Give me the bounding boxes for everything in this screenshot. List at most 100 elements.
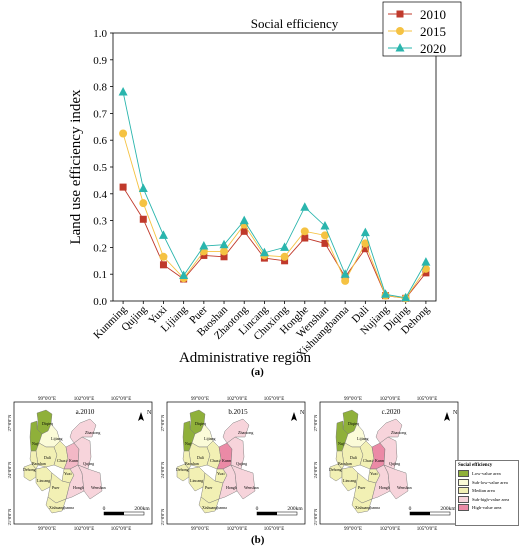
region-label: Chuxiong: [57, 458, 73, 463]
legend-item-label: Sub-low-value area: [472, 479, 508, 485]
line-chart: 0.00.10.20.30.40.50.60.70.80.91.0Kunming…: [68, 1, 462, 366]
data-point: [341, 276, 350, 285]
region-zhaotong: [222, 418, 250, 444]
region-label: Qujing: [236, 461, 247, 466]
legend-item-label: Low-value area: [472, 471, 501, 476]
map-panel: 99°0'0"E 102°0'0"E 105°0'0"E 99°0'0"E 102°0'…: [160, 397, 306, 531]
scale-start: 0: [409, 506, 412, 512]
legend-item: Median area: [458, 487, 518, 495]
region-label: Baoshan: [32, 461, 46, 466]
region-wenshan: [383, 464, 409, 500]
data-point: [158, 230, 168, 239]
region-label: Lijiang: [357, 436, 369, 441]
region-label: Wenshan: [91, 485, 106, 490]
latitude-coordinate: 21°0'0"N: [313, 508, 318, 525]
data-point: [321, 239, 329, 247]
region-zhaotong: [375, 418, 403, 444]
y-tick-label: 0.7: [93, 108, 107, 120]
series-2010: [119, 183, 430, 302]
data-point: [320, 220, 330, 230]
y-tick-label: 0.1: [93, 269, 107, 281]
data-point: [199, 241, 209, 250]
region-lincang: [188, 466, 206, 492]
region-label: Yuxi: [217, 471, 225, 476]
maps-caption: (b): [251, 534, 265, 546]
region-qujing: [226, 436, 245, 470]
region-qujing: [73, 436, 92, 470]
series-line: [122, 186, 427, 299]
data-point: [139, 215, 147, 223]
legend-item: Low-value area: [458, 470, 518, 477]
series-line: [122, 133, 427, 299]
data-point: [239, 215, 249, 225]
region-label: Zhaotong: [391, 430, 406, 435]
panel-title: b.2015: [228, 408, 248, 416]
y-tick-label: 0.8: [93, 82, 107, 94]
data-point: [159, 261, 167, 269]
legend-item: Sub-low-value area: [458, 478, 518, 486]
top-coordinate: 99°0'0"E: [38, 397, 56, 402]
data-point: [300, 202, 310, 211]
region-label: Xishuangbanna: [355, 505, 380, 510]
region-label: Wenshan: [397, 485, 412, 490]
panel-title: c.2020: [382, 408, 401, 416]
y-tick-label: 0.9: [93, 55, 107, 67]
region-label: Honghe: [379, 485, 392, 490]
scale-end: 200km: [134, 506, 150, 512]
north-label: N: [147, 410, 152, 416]
map-panels: 99°0'0"E 102°0'0"E 105°0'0"E 99°0'0"E 102°0'…: [7, 397, 459, 531]
data-point: [381, 289, 391, 298]
y-tick-label: 0.5: [93, 162, 107, 174]
region-label: Baoshan: [338, 461, 352, 466]
north-label: N: [453, 410, 458, 416]
scale-bar-segment: [410, 512, 430, 515]
y-tick-label: 0.3: [93, 216, 107, 228]
region-lincang: [341, 466, 359, 492]
data-point: [300, 227, 309, 236]
legend-swatch: [458, 504, 469, 512]
data-point: [220, 253, 228, 261]
bottom-coordinate: 102°0'0"E: [74, 527, 95, 531]
region-label: Wenshan: [244, 485, 259, 490]
latitude-coordinate: 27°0'0"N: [313, 414, 318, 431]
legend-item-label: Sub-high-value area: [472, 496, 510, 502]
region-label: Chuxiong: [210, 458, 226, 463]
data-point: [159, 252, 168, 261]
region-label: Dehong: [176, 467, 189, 472]
bottom-coordinate: 105°0'0"E: [264, 527, 285, 531]
y-tick-label: 0.6: [93, 135, 107, 147]
legend-label: 2020: [420, 41, 446, 56]
scale-bar-segment: [257, 512, 277, 515]
map-panel: 99°0'0"E 102°0'0"E 105°0'0"E 99°0'0"E 102°0'…: [313, 397, 459, 531]
north-arrow-icon: [444, 412, 450, 421]
top-coordinate: 105°0'0"E: [264, 397, 285, 402]
legend-item: High-value area: [458, 504, 518, 512]
legend-swatch: [458, 495, 469, 503]
region-label: Nujiang: [338, 441, 351, 446]
region-label: Lijiang: [51, 436, 63, 441]
region-xishuangbanna: [45, 496, 67, 514]
legend-item-label: Median area: [472, 488, 495, 494]
region-label: Dali: [44, 455, 52, 460]
top-coordinate: 99°0'0"E: [344, 397, 362, 402]
region-wenshan: [230, 464, 256, 500]
legend-swatch: [458, 470, 469, 477]
top-coordinate: 105°0'0"E: [417, 397, 438, 402]
bottom-coordinate: 105°0'0"E: [111, 527, 132, 531]
panel-title: a.2010: [76, 408, 95, 416]
top-coordinate: 102°0'0"E: [227, 397, 248, 402]
latitude-coordinate: 27°0'0"N: [160, 414, 165, 431]
latitude-coordinate: 24°0'0"N: [313, 461, 318, 478]
data-point: [361, 239, 370, 248]
region-label: Chuxiong: [363, 458, 379, 463]
region-label: Xishuangbanna: [49, 505, 74, 510]
top-coordinate: 105°0'0"E: [111, 397, 132, 402]
data-point: [301, 234, 309, 242]
region-label: Diqing: [348, 421, 359, 426]
y-tick-label: 0.2: [93, 242, 107, 254]
legend-marker: [395, 43, 405, 52]
chart-caption: (a): [251, 366, 264, 378]
